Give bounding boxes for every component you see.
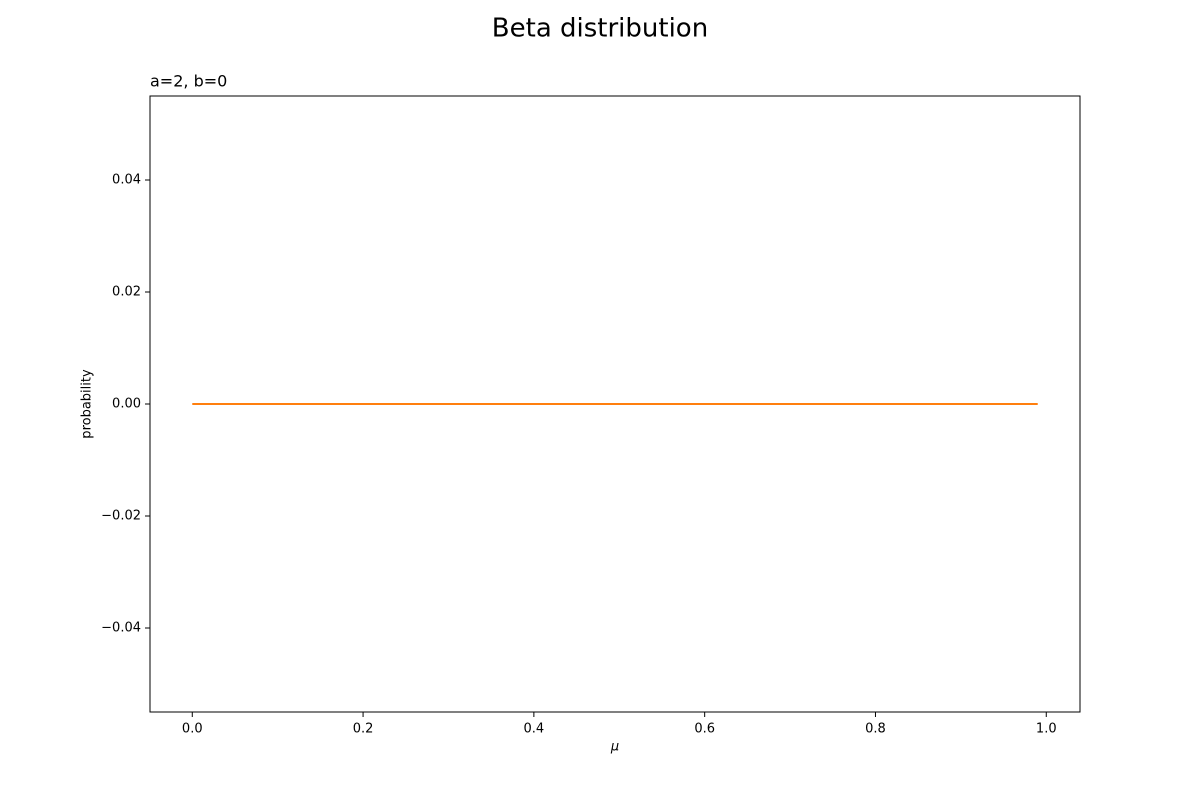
x-tick-label: 0.4: [524, 722, 545, 737]
x-tick-label: 0.0: [182, 722, 203, 737]
y-tick-label: −0.04: [101, 621, 141, 636]
axes-subtitle: a=2, b=0: [150, 72, 227, 91]
x-tick-label: 0.8: [865, 722, 886, 737]
y-tick-label: 0.04: [112, 173, 141, 188]
x-tick-label: 1.0: [1036, 722, 1057, 737]
y-axis-label: probability: [80, 369, 95, 439]
chart-title: Beta distribution: [492, 14, 708, 44]
y-tick-label: 0.00: [112, 397, 141, 412]
y-tick-label: 0.02: [112, 285, 141, 300]
x-tick-label: 0.2: [353, 722, 374, 737]
x-tick-label: 0.6: [694, 722, 715, 737]
x-axis-label: μ: [610, 740, 619, 755]
y-tick-label: −0.02: [101, 509, 141, 524]
